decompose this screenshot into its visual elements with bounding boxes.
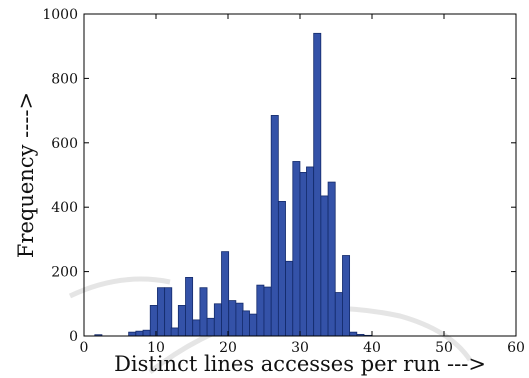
x-tick-label: 10: [147, 340, 165, 356]
histogram-bar: [157, 287, 165, 337]
watermark-swoosh: [148, 305, 473, 374]
histogram-bar: [285, 260, 294, 337]
bars-group: [94, 32, 372, 337]
x-tick-label: 40: [363, 340, 381, 356]
y-tick-label: 600: [51, 136, 78, 152]
x-axis-ticks: 0 10 20 30 40 50 60: [80, 14, 525, 356]
histogram-bar: [349, 331, 358, 337]
y-tick-label: 800: [51, 71, 78, 87]
histogram-bar: [292, 161, 301, 337]
histogram-bar: [342, 255, 351, 337]
histogram-bar: [327, 181, 336, 337]
y-tick-label: 0: [69, 329, 78, 345]
histogram-bar: [241, 310, 250, 337]
x-tick-label: 0: [80, 340, 89, 356]
y-tick-label: 1000: [42, 7, 78, 23]
histogram-bar: [228, 300, 237, 337]
histogram-bar: [142, 329, 151, 337]
x-tick-label: 50: [435, 340, 453, 356]
histogram-bar: [263, 286, 272, 337]
histogram-bar: [235, 302, 244, 337]
x-tick-label: 60: [507, 340, 525, 356]
histogram-bar: [213, 303, 222, 337]
histogram-bar: [185, 276, 194, 337]
histogram-bar: [206, 317, 215, 337]
y-axis-ticks: 0 200 400 600 800 1000: [42, 7, 516, 345]
x-axis-title: Distinct lines accesses per run --->: [114, 352, 486, 376]
histogram-bar: [199, 287, 208, 337]
histogram-bar: [128, 331, 137, 337]
histogram-bar: [170, 327, 179, 337]
histogram-bar: [221, 251, 230, 337]
histogram-bar: [270, 115, 279, 337]
watermark-swoosh-2: [68, 276, 171, 299]
y-tick-label: 400: [51, 200, 78, 216]
x-tick-label: 20: [219, 340, 237, 356]
histogram-bar: [299, 172, 308, 337]
histogram-bar: [177, 305, 186, 337]
histogram-bar: [320, 195, 329, 337]
histogram-bar: [164, 287, 173, 337]
y-tick-label: 200: [51, 265, 78, 281]
histogram-bar: [135, 330, 144, 337]
x-tick-label: 30: [291, 340, 309, 356]
histogram-bar: [334, 292, 343, 337]
histogram-bar: [192, 319, 201, 337]
histogram-bar: [249, 313, 258, 337]
histogram-bar: [313, 32, 322, 337]
y-axis-title: Frequency ---->: [14, 92, 38, 258]
histogram-bar: [277, 200, 286, 337]
histogram-bar: [306, 166, 315, 337]
histogram-bar: [256, 284, 265, 337]
